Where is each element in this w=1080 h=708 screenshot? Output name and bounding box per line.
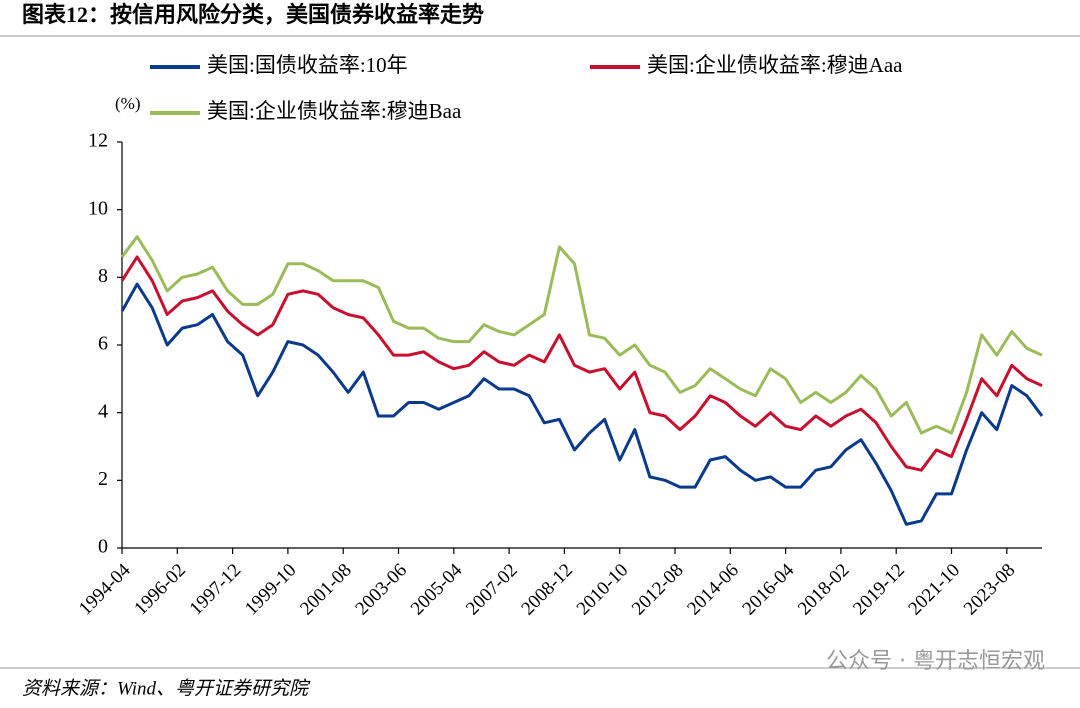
- x-tick-label: 2012-08: [628, 560, 688, 620]
- x-tick-label: 2019-12: [849, 560, 909, 620]
- x-tick-label: 2010-10: [573, 560, 633, 620]
- y-tick-label: 6: [98, 333, 108, 355]
- x-tick-label: 1996-02: [130, 560, 190, 620]
- x-tick-label: 2014-06: [683, 560, 743, 620]
- chart-title: 图表12：按信用风险分类，美国债券收益率走势: [22, 2, 484, 27]
- y-tick-label: 4: [98, 400, 108, 422]
- x-tick-label: 2007-02: [462, 560, 522, 620]
- source-note: 资料来源：Wind、粤开证券研究院: [22, 677, 311, 699]
- legend-label: 美国:企业债收益率:穆迪Aaa: [647, 53, 903, 77]
- watermark: 公众号 · 粤开志恒宏观: [826, 649, 1045, 674]
- series-line: [120, 255, 1043, 472]
- y-tick-label: 0: [98, 536, 108, 558]
- y-tick-label: 12: [88, 130, 108, 152]
- x-tick-label: 1994-04: [75, 559, 135, 619]
- y-tick-label: 2: [98, 468, 108, 490]
- x-tick-label: 2016-04: [739, 559, 799, 619]
- x-tick-label: 1999-10: [241, 560, 301, 620]
- y-axis-label: (%): [115, 94, 140, 113]
- legend-label: 美国:国债收益率:10年: [207, 53, 408, 77]
- series-line: [120, 282, 1044, 526]
- x-tick-label: 2021-10: [904, 560, 964, 620]
- x-tick-label: 2008-12: [517, 560, 577, 620]
- x-tick-label: 2003-06: [351, 560, 411, 620]
- legend-label: 美国:企业债收益率:穆迪Baa: [207, 99, 462, 123]
- x-tick-label: 2005-04: [407, 559, 467, 619]
- x-tick-label: 2018-02: [794, 560, 854, 620]
- x-tick-label: 2001-08: [296, 560, 356, 620]
- series-line: [120, 235, 1043, 435]
- y-tick-label: 10: [88, 197, 108, 219]
- y-tick-label: 8: [98, 265, 108, 287]
- x-tick-label: 1997-12: [186, 560, 246, 620]
- x-tick-label: 2023-08: [960, 560, 1020, 620]
